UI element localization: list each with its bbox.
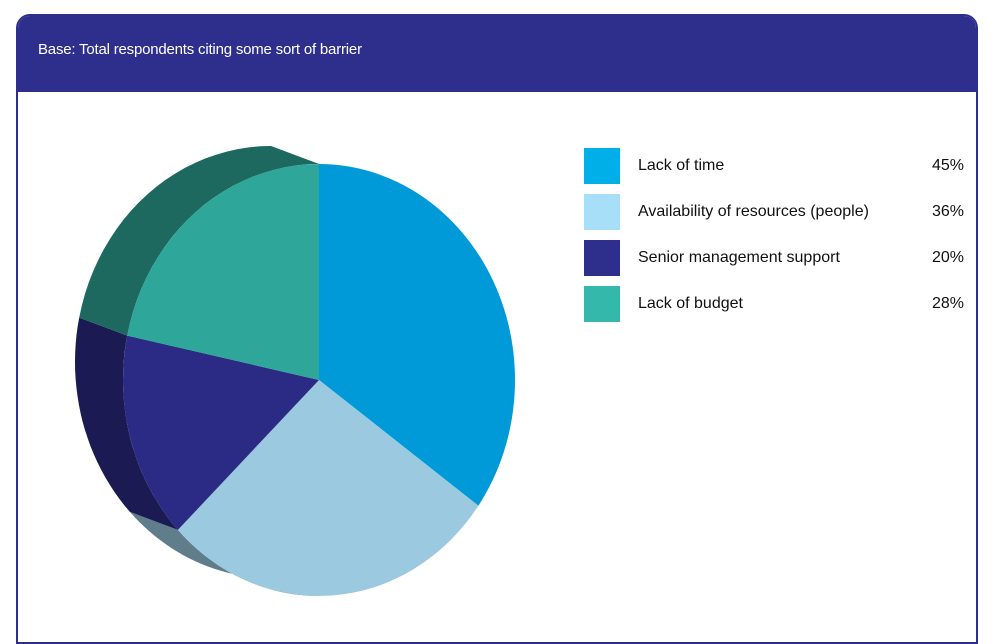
legend-swatch — [584, 194, 620, 230]
legend-swatch — [584, 240, 620, 276]
chart-panel: Base: Total respondents citing some sort… — [16, 14, 978, 644]
pie-side-group — [75, 146, 319, 596]
legend-label: Senior management support — [638, 249, 840, 266]
legend-value: 45% — [931, 157, 964, 174]
legend-label: Lack of budget — [638, 295, 743, 312]
pie-top-group — [123, 164, 516, 596]
pie-slice — [319, 164, 516, 506]
pie-slice — [123, 335, 319, 530]
pie-slice-side — [75, 317, 178, 530]
legend-label: Lack of time — [638, 157, 725, 174]
legend-value: 36% — [931, 203, 964, 220]
pie-slice-side — [129, 511, 319, 596]
legend-item: Senior management support 20% — [584, 240, 964, 276]
legend-value: 20% — [931, 249, 964, 266]
legend-swatch — [584, 286, 620, 322]
legend-label: Availability of resources (people) — [638, 203, 869, 220]
legend-item: Availability of resources (people) 36% — [584, 194, 964, 230]
pie-slice-side — [79, 146, 319, 336]
legend-item: Lack of budget 28% — [584, 286, 964, 322]
legend-swatch — [584, 148, 620, 184]
pie-chart — [75, 146, 516, 596]
legend-item: Lack of time 45% — [584, 148, 964, 184]
panel-header: Base: Total respondents citing some sort… — [18, 16, 976, 92]
pie-slice — [127, 164, 319, 380]
legend-value: 28% — [931, 295, 964, 312]
pie-slice — [177, 380, 479, 596]
base-note: Base: Total respondents citing some sort… — [38, 41, 362, 58]
